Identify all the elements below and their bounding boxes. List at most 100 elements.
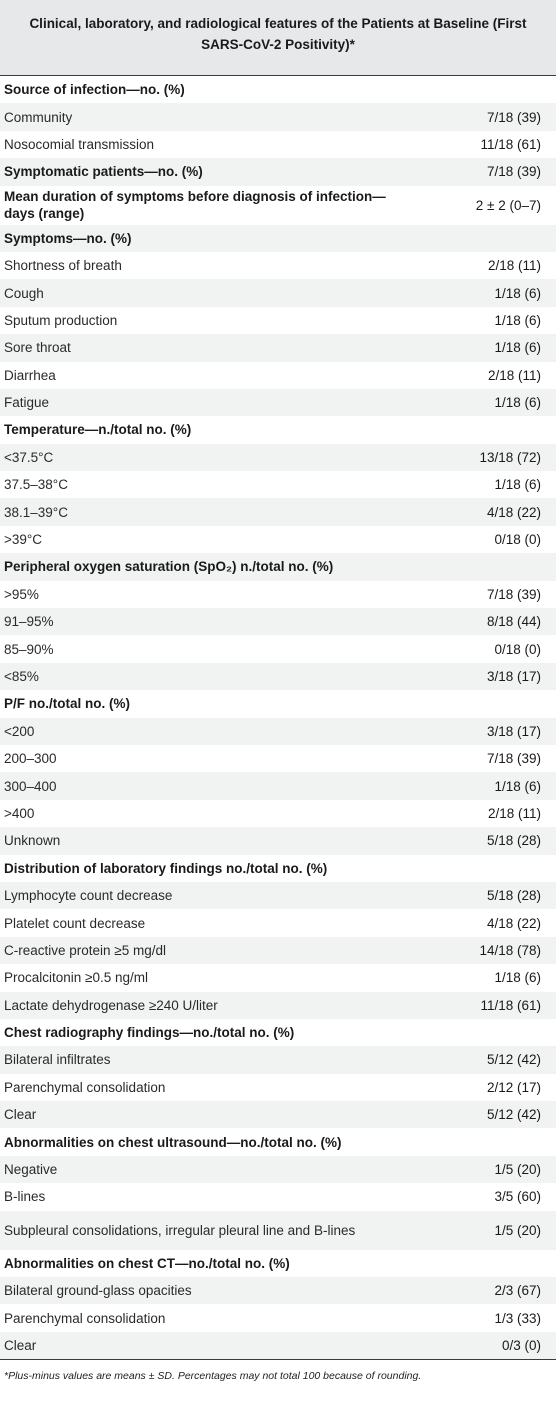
row-label: Fatigue bbox=[4, 395, 50, 411]
row-value: 0/18 (0) bbox=[494, 641, 541, 657]
table-row: Lactate dehydrogenase ≥240 U/liter 11/18 … bbox=[0, 991, 556, 1019]
table-row: C-reactive protein ≥5 mg/dl 14/18 (78) bbox=[0, 936, 556, 965]
row-label: B-lines bbox=[4, 1189, 46, 1205]
table-title-block: Clinical, laboratory, and radiological f… bbox=[0, 0, 556, 75]
row-label: 37.5–38°C bbox=[4, 477, 68, 493]
table-row: Fatigue 1/18 (6) bbox=[0, 388, 556, 417]
row-label: Shortness of breath bbox=[4, 258, 122, 274]
table-row: Community 7/18 (39) bbox=[0, 103, 556, 131]
row-value: 7/18 (39) bbox=[486, 586, 541, 602]
row-label: Subpleural consolidations, irregular ple… bbox=[4, 1222, 356, 1238]
row-value: 1/3 (33) bbox=[494, 1310, 541, 1326]
table-row: Bilateral ground-glass opacities 2/3 (67) bbox=[0, 1277, 556, 1305]
row-label: <200 bbox=[4, 723, 35, 739]
table-title: Clinical, laboratory, and radiological f… bbox=[29, 16, 527, 52]
row-value bbox=[400, 855, 556, 882]
row-label: Clear bbox=[4, 1337, 37, 1353]
table-row: Parenchymal consolidation 2/12 (17) bbox=[0, 1074, 556, 1101]
table-section-header-row: Peripheral oxygen saturation (SpO₂) n./t… bbox=[0, 553, 556, 581]
table-row: Cough 1/18 (6) bbox=[0, 279, 556, 307]
table-row: 91–95% 8/18 (44) bbox=[0, 608, 556, 636]
row-value: 5/12 (42) bbox=[486, 1052, 541, 1068]
row-label: 300–400 bbox=[4, 778, 57, 794]
table-row: >400 2/18 (11) bbox=[0, 800, 556, 827]
row-label: 91–95% bbox=[4, 614, 54, 630]
table-row: 37.5–38°C 1/18 (6) bbox=[0, 471, 556, 498]
row-value: 11/18 (61) bbox=[480, 136, 541, 152]
row-value: 1/5 (20) bbox=[494, 1162, 541, 1178]
row-value: 14/18 (78) bbox=[479, 942, 541, 958]
row-value: 13/18 (72) bbox=[479, 449, 541, 465]
row-value bbox=[400, 1250, 556, 1277]
row-label: 38.1–39°C bbox=[4, 504, 68, 520]
table-row: Negative 1/5 (20) bbox=[0, 1155, 556, 1184]
table-section-header-row: P/F no./total no. (%) bbox=[0, 690, 556, 717]
row-value: 2/18 (11) bbox=[487, 805, 541, 821]
row-value: 1/18 (6) bbox=[494, 778, 541, 794]
row-label: Bilateral infiltrates bbox=[4, 1052, 111, 1068]
section-label: Symptoms—no. (%) bbox=[4, 230, 132, 246]
table-section-header-row: Distribution of laboratory findings no./… bbox=[0, 855, 556, 882]
table-row: Nosocomial transmission 11/18 (61) bbox=[0, 131, 556, 158]
row-value bbox=[400, 553, 556, 580]
section-label: Peripheral oxygen saturation (SpO₂) n./t… bbox=[4, 559, 334, 575]
table-body: Source of infection—no. (%) Community 7/18… bbox=[0, 76, 556, 1360]
row-value: 4/18 (22) bbox=[486, 915, 541, 931]
row-label: Platelet count decrease bbox=[4, 915, 146, 931]
row-value: 0/18 (0) bbox=[494, 532, 541, 548]
table-row: Parenchymal consolidation 1/3 (33) bbox=[0, 1304, 556, 1331]
row-value: 2/18 (11) bbox=[487, 367, 541, 383]
table-row: >95% 7/18 (39) bbox=[0, 581, 556, 608]
row-label: 85–90% bbox=[4, 641, 54, 657]
row-value: 1/18 (6) bbox=[494, 285, 541, 301]
row-value: 1/18 (6) bbox=[494, 970, 541, 986]
row-value: 5/18 (28) bbox=[486, 888, 541, 904]
section-label: Distribution of laboratory findings no./… bbox=[4, 860, 328, 876]
row-label: Parenchymal consolidation bbox=[4, 1310, 166, 1326]
row-label: Nosocomial transmission bbox=[4, 136, 155, 152]
section-label: Symptomatic patients—no. (%) bbox=[4, 164, 203, 180]
row-value: 5/18 (28) bbox=[486, 833, 541, 849]
row-label: Cough bbox=[4, 285, 44, 301]
row-value: 8/18 (44) bbox=[486, 614, 541, 630]
row-label: Parenchymal consolidation bbox=[4, 1079, 166, 1095]
row-label: Lymphocyte count decrease bbox=[4, 888, 173, 904]
section-label: P/F no./total no. (%) bbox=[4, 696, 130, 712]
table-row: <200 3/18 (17) bbox=[0, 717, 556, 745]
row-label: 200–300 bbox=[4, 751, 57, 767]
features-table: Source of infection—no. (%) Community 7/18… bbox=[0, 76, 556, 1360]
section-label: Mean duration of symptoms before diagnos… bbox=[4, 189, 386, 222]
section-label: Chest radiography findings—no./total no.… bbox=[4, 1025, 295, 1041]
table-footnote: *Plus-minus values are means ± SD. Perce… bbox=[0, 1359, 556, 1382]
table-section-header-row: Symptoms—no. (%) bbox=[0, 224, 556, 252]
table-section-header-row: Abnormalities on chest CT—no./total no. … bbox=[0, 1250, 556, 1277]
row-label: Clear bbox=[4, 1107, 37, 1123]
row-value: 1/18 (6) bbox=[494, 312, 541, 328]
table-section-header-row: Symptomatic patients—no. (%) 7/18 (39) bbox=[0, 158, 556, 186]
row-value bbox=[400, 416, 556, 443]
table-row: Clear 0/3 (0) bbox=[0, 1331, 556, 1360]
row-label: <37.5°C bbox=[4, 449, 54, 465]
table-row: Diarrhea 2/18 (11) bbox=[0, 362, 556, 389]
table-row: Platelet count decrease 4/18 (22) bbox=[0, 909, 556, 936]
section-label: Abnormalities on chest ultrasound—no./to… bbox=[4, 1134, 342, 1150]
table-row: 38.1–39°C 4/18 (22) bbox=[0, 498, 556, 526]
section-label: Abnormalities on chest CT—no./total no. … bbox=[4, 1255, 290, 1271]
row-label: Community bbox=[4, 109, 73, 125]
row-label: Sputum production bbox=[4, 312, 118, 328]
table-section-header-row: Mean duration of symptoms before diagnos… bbox=[0, 186, 556, 225]
row-label: >95% bbox=[4, 586, 39, 602]
row-value: 0/3 (0) bbox=[501, 1337, 541, 1353]
title-divider bbox=[0, 75, 556, 76]
table-row: Sore throat 1/18 (6) bbox=[0, 334, 556, 362]
row-label: Bilateral ground-glass opacities bbox=[4, 1283, 192, 1299]
row-value: 1/5 (20) bbox=[494, 1222, 541, 1238]
row-label: Diarrhea bbox=[4, 367, 56, 383]
row-label: <85% bbox=[4, 669, 39, 684]
row-value bbox=[400, 1128, 556, 1155]
row-label: Procalcitonin ≥0.5 ng/ml bbox=[4, 970, 148, 986]
row-label: Unknown bbox=[4, 833, 61, 849]
row-value: 3/18 (17) bbox=[486, 669, 541, 684]
row-value: 2/12 (17) bbox=[486, 1079, 541, 1095]
row-value bbox=[400, 225, 556, 252]
